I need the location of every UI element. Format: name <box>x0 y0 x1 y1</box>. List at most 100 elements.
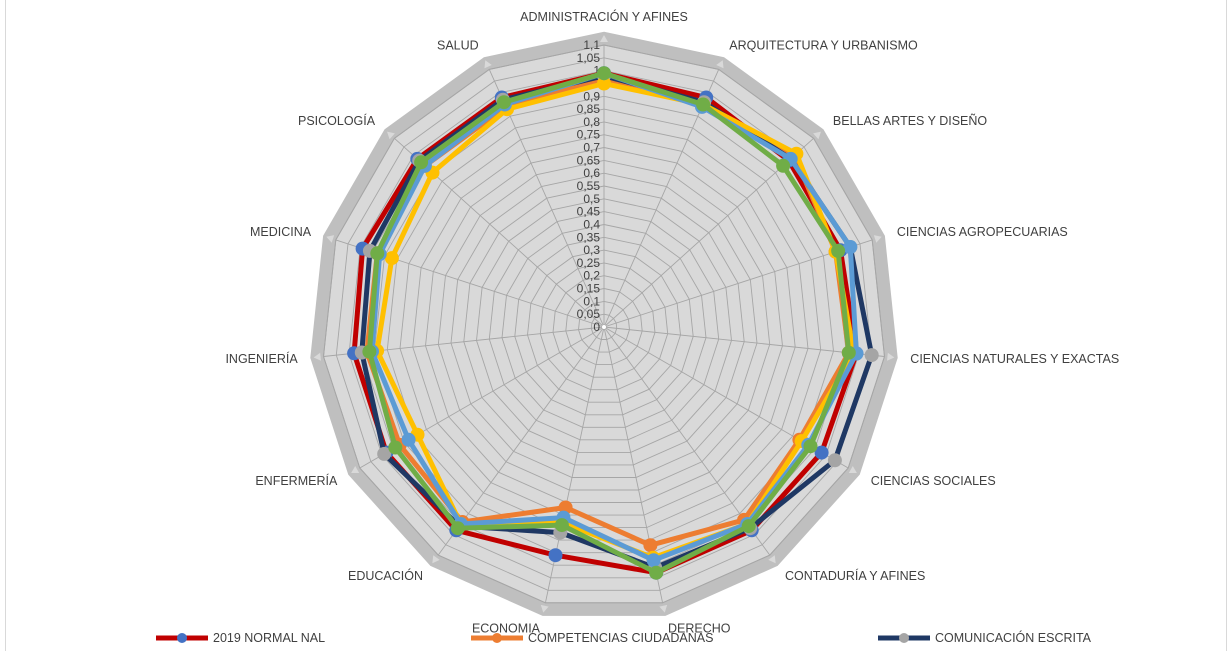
legend-label: 2019 NORMAL NAL <box>213 631 325 645</box>
axis-arrow-mark <box>886 352 895 361</box>
radial-tick-label: 0,4 <box>583 218 600 232</box>
legend-label: COMPETENCIAS CIUDADANAS <box>528 631 713 645</box>
series-point <box>548 548 563 563</box>
category-label: INGENIERÍA <box>225 351 298 366</box>
radial-tick-label: 0,15 <box>577 282 601 296</box>
radial-tick-label: 0 <box>593 320 600 334</box>
axis-arrow-mark <box>716 60 724 69</box>
category-label: ADMINISTRACIÓN Y AFINES <box>520 9 688 24</box>
series-point <box>649 565 664 580</box>
grid-ring <box>590 313 618 340</box>
legend-label: COMUNICACIÓN ESCRITA <box>935 630 1092 645</box>
legend-swatch-point <box>492 633 502 643</box>
axis-arrow-mark <box>351 466 360 474</box>
grid-ring <box>450 172 758 478</box>
series-point <box>388 440 403 455</box>
axis-arrow-mark <box>768 555 776 564</box>
series-point <box>843 240 858 254</box>
series-point <box>827 453 842 468</box>
grid-ring <box>437 159 771 491</box>
series-point <box>831 243 846 258</box>
radial-tick-label: 0,6 <box>583 166 600 180</box>
category-label: MEDICINA <box>250 225 312 239</box>
legend-item: COMUNICACIÓN ESCRITA <box>878 630 1092 645</box>
grid-ring <box>425 147 783 503</box>
category-label: BELLAS ARTES Y DISEÑO <box>833 114 988 128</box>
category-label: SALUD <box>437 39 479 53</box>
radial-tick-labels: 00,050,10,150,20,250,30,350,40,450,50,55… <box>577 38 601 334</box>
category-label: CIENCIAS AGROPECUARIAS <box>897 225 1068 239</box>
legend-item: 2019 NORMAL NAL <box>156 631 325 645</box>
grid-ring <box>539 262 669 391</box>
radial-tick-label: 0,45 <box>577 205 601 219</box>
radial-tick-label: 0,35 <box>577 230 601 244</box>
series-point <box>841 345 856 360</box>
series-point <box>370 246 385 261</box>
series-point <box>741 519 756 534</box>
grid-ring <box>463 185 745 466</box>
series-point <box>803 439 818 454</box>
series-point <box>450 521 465 536</box>
grid-ring <box>578 300 630 353</box>
grid-spoke <box>603 239 873 328</box>
series-point <box>696 97 711 112</box>
series-lines <box>347 66 879 580</box>
legend-swatch-point <box>177 633 187 643</box>
series-point <box>643 538 658 553</box>
grid-ring <box>335 57 873 591</box>
series-point <box>554 518 569 533</box>
radial-tick-label: 1,05 <box>577 51 601 65</box>
grid-ring <box>374 95 834 554</box>
radial-tick-label: 0,8 <box>583 115 600 129</box>
category-label: DERECHO <box>668 621 731 635</box>
category-label: EDUCACIÓN <box>348 568 423 583</box>
series-point <box>384 251 399 266</box>
radial-tick-label: 0,25 <box>577 256 601 270</box>
grid-ring <box>552 275 656 378</box>
legend-item: COMPETENCIAS CIUDADANAS <box>471 631 713 645</box>
axis-arrow-mark <box>484 60 492 69</box>
axis-arrow-mark <box>326 235 335 243</box>
series-point <box>414 155 429 170</box>
category-label: PSICOLOGÍA <box>298 113 376 128</box>
grid-ring <box>323 44 885 604</box>
axis-arrow-mark <box>813 131 821 140</box>
axis-arrow-mark <box>848 466 857 473</box>
axis-arrow-mark <box>387 131 395 140</box>
chart-frame: 0 0,05 0,1 0,15 0,2 0,25 0,3 0,35 0,4 0,45 0,5 0,55… <box>5 0 1227 651</box>
radial-tick-label: 0,7 <box>583 141 600 155</box>
grid-ring <box>488 211 720 441</box>
grid-ring <box>412 134 796 516</box>
category-label: ENFERMERÍA <box>255 473 338 488</box>
series-point <box>814 445 829 460</box>
grid-ring <box>399 121 809 529</box>
axis-arrow-mark <box>600 35 608 42</box>
center-point <box>602 325 606 329</box>
axis-arrow-mark <box>313 352 322 361</box>
radial-tick-label: 0,5 <box>583 192 600 206</box>
series-point <box>496 95 511 110</box>
axis-arrow-mark <box>432 555 440 564</box>
radial-tick-label: 0,9 <box>583 89 600 103</box>
series-point <box>377 446 392 461</box>
radial-tick-label: 0,75 <box>577 128 601 142</box>
grid-spoke <box>603 326 885 357</box>
series-point <box>401 432 416 447</box>
series-point <box>646 553 661 568</box>
radial-tick-label: 0,1 <box>583 294 600 308</box>
radial-tick-label: 1 <box>593 64 600 78</box>
radial-tick-label: 0,2 <box>583 269 600 283</box>
category-label: ARQUITECTURA Y URBANISMO <box>729 39 918 53</box>
series-point <box>597 66 611 81</box>
axis-arrow-mark <box>540 604 549 613</box>
axis-arrow-mark <box>659 604 668 613</box>
series-point <box>864 348 879 363</box>
radial-tick-label: 1,1 <box>583 38 600 52</box>
grid-ring <box>527 249 681 403</box>
category-label: CIENCIAS NATURALES Y EXACTAS <box>910 352 1119 366</box>
category-label: CIENCIAS SOCIALES <box>871 474 996 488</box>
radial-tick-label: 0,85 <box>577 102 601 116</box>
axis-arrow-mark <box>873 235 882 243</box>
series-line <box>369 70 859 563</box>
series-point <box>597 76 611 91</box>
